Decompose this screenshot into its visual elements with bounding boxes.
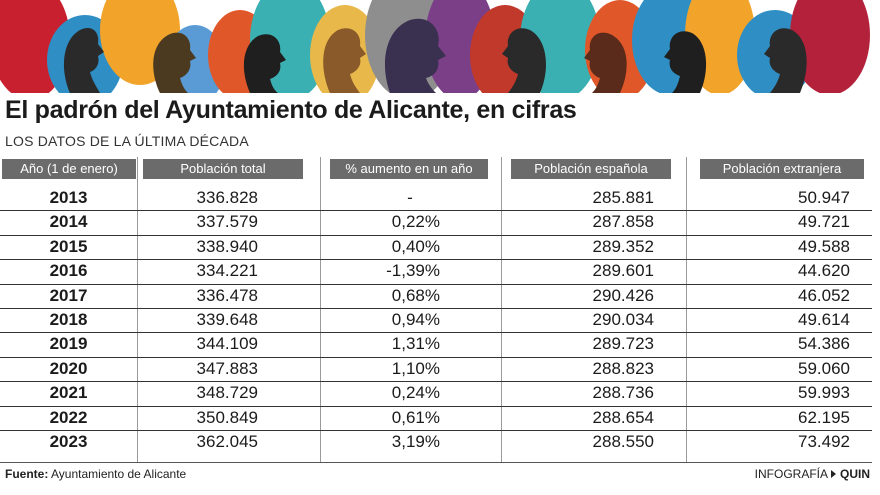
cell-spanish: 290.034 bbox=[592, 310, 654, 329]
column-divider bbox=[320, 157, 321, 463]
column-divider bbox=[686, 157, 687, 463]
cell-spanish: 289.352 bbox=[592, 237, 654, 256]
cell-year: 2021 bbox=[49, 383, 88, 402]
row-divider bbox=[0, 406, 872, 407]
row-divider bbox=[0, 308, 872, 309]
cell-spanish: 288.823 bbox=[592, 359, 654, 378]
cell-increase: 3,19% bbox=[391, 432, 440, 451]
cell-increase: 0,61% bbox=[391, 408, 440, 427]
cell-year: 2020 bbox=[49, 359, 88, 378]
source-note: Fuente: Ayuntamiento de Alicante bbox=[5, 467, 186, 481]
row-divider bbox=[0, 430, 872, 431]
cell-year: 2017 bbox=[49, 286, 88, 305]
credit-note: INFOGRAFÍA QUIN bbox=[755, 467, 870, 481]
cell-foreign: 49.588 bbox=[798, 237, 850, 256]
footer-divider bbox=[0, 462, 872, 463]
cell-increase: 1,10% bbox=[391, 359, 440, 378]
cell-spanish: 290.426 bbox=[592, 286, 654, 305]
credit-name: QUIN bbox=[840, 467, 870, 481]
cell-increase: 0,24% bbox=[391, 383, 440, 402]
column-header-foreign: Población extranjera bbox=[700, 159, 864, 179]
cell-spanish: 288.654 bbox=[592, 408, 654, 427]
cell-year: 2016 bbox=[49, 261, 88, 280]
cell-total: 350.849 bbox=[196, 408, 258, 427]
cell-foreign: 49.721 bbox=[798, 212, 850, 231]
header-illustration bbox=[0, 0, 880, 93]
cell-total: 337.579 bbox=[196, 212, 258, 231]
cell-total: 348.729 bbox=[196, 383, 258, 402]
credit-label: INFOGRAFÍA bbox=[754, 467, 828, 481]
row-divider bbox=[0, 332, 872, 333]
cell-spanish: 288.736 bbox=[592, 383, 654, 402]
cell-foreign: 50.947 bbox=[798, 188, 850, 207]
column-header-spanish: Población española bbox=[511, 159, 671, 179]
cell-spanish: 289.601 bbox=[592, 261, 654, 280]
row-divider bbox=[0, 284, 872, 285]
cell-foreign: 62.195 bbox=[798, 408, 850, 427]
cell-year: 2014 bbox=[49, 212, 88, 231]
cell-increase: 1,31% bbox=[391, 334, 440, 353]
column-header-increase: % aumento en un año bbox=[330, 159, 488, 179]
cell-foreign: 59.993 bbox=[798, 383, 850, 402]
cell-total: 344.109 bbox=[196, 334, 258, 353]
cell-foreign: 44.620 bbox=[798, 261, 850, 280]
cell-year: 2013 bbox=[49, 188, 88, 207]
cell-spanish: 289.723 bbox=[592, 334, 654, 353]
source-label: Fuente: bbox=[5, 467, 49, 481]
cell-foreign: 49.614 bbox=[798, 310, 850, 329]
cell-increase: -1,39% bbox=[386, 261, 440, 280]
cell-year: 2022 bbox=[49, 408, 88, 427]
row-divider bbox=[0, 210, 872, 211]
cell-foreign: 59.060 bbox=[798, 359, 850, 378]
cell-total: 334.221 bbox=[196, 261, 258, 280]
source-text: Ayuntamiento de Alicante bbox=[51, 467, 187, 481]
column-divider bbox=[501, 157, 502, 463]
cell-year: 2019 bbox=[49, 334, 88, 353]
cell-increase: 0,68% bbox=[391, 286, 440, 305]
cell-spanish: 288.550 bbox=[592, 432, 654, 451]
row-divider bbox=[0, 357, 872, 358]
cell-year: 2023 bbox=[49, 432, 88, 451]
cell-total: 338.940 bbox=[196, 237, 258, 256]
cell-foreign: 73.492 bbox=[798, 432, 850, 451]
silhouettes-illustration bbox=[0, 0, 880, 93]
row-divider bbox=[0, 235, 872, 236]
cell-total: 339.648 bbox=[196, 310, 258, 329]
page-subtitle: LOS DATOS DE LA ÚLTIMA DÉCADA bbox=[5, 133, 249, 149]
cell-spanish: 285.881 bbox=[592, 188, 654, 207]
cell-total: 336.478 bbox=[196, 286, 258, 305]
column-divider bbox=[137, 157, 138, 463]
arrow-right-icon bbox=[831, 470, 836, 478]
cell-foreign: 46.052 bbox=[798, 286, 850, 305]
cell-year: 2018 bbox=[49, 310, 88, 329]
cell-total: 362.045 bbox=[196, 432, 258, 451]
cell-increase: 0,40% bbox=[391, 237, 440, 256]
cell-foreign: 54.386 bbox=[798, 334, 850, 353]
cell-total: 347.883 bbox=[196, 359, 258, 378]
column-header-total: Población total bbox=[143, 159, 303, 179]
cell-increase: 0,22% bbox=[391, 212, 440, 231]
cell-increase: 0,94% bbox=[391, 310, 440, 329]
cell-increase: - bbox=[407, 188, 413, 207]
column-header-year: Año (1 de enero) bbox=[2, 159, 136, 179]
cell-spanish: 287.858 bbox=[592, 212, 654, 231]
row-divider bbox=[0, 259, 872, 260]
page-title: El padrón del Ayuntamiento de Alicante, … bbox=[5, 96, 577, 124]
cell-year: 2015 bbox=[49, 237, 88, 256]
cell-total: 336.828 bbox=[196, 188, 258, 207]
row-divider bbox=[0, 381, 872, 382]
